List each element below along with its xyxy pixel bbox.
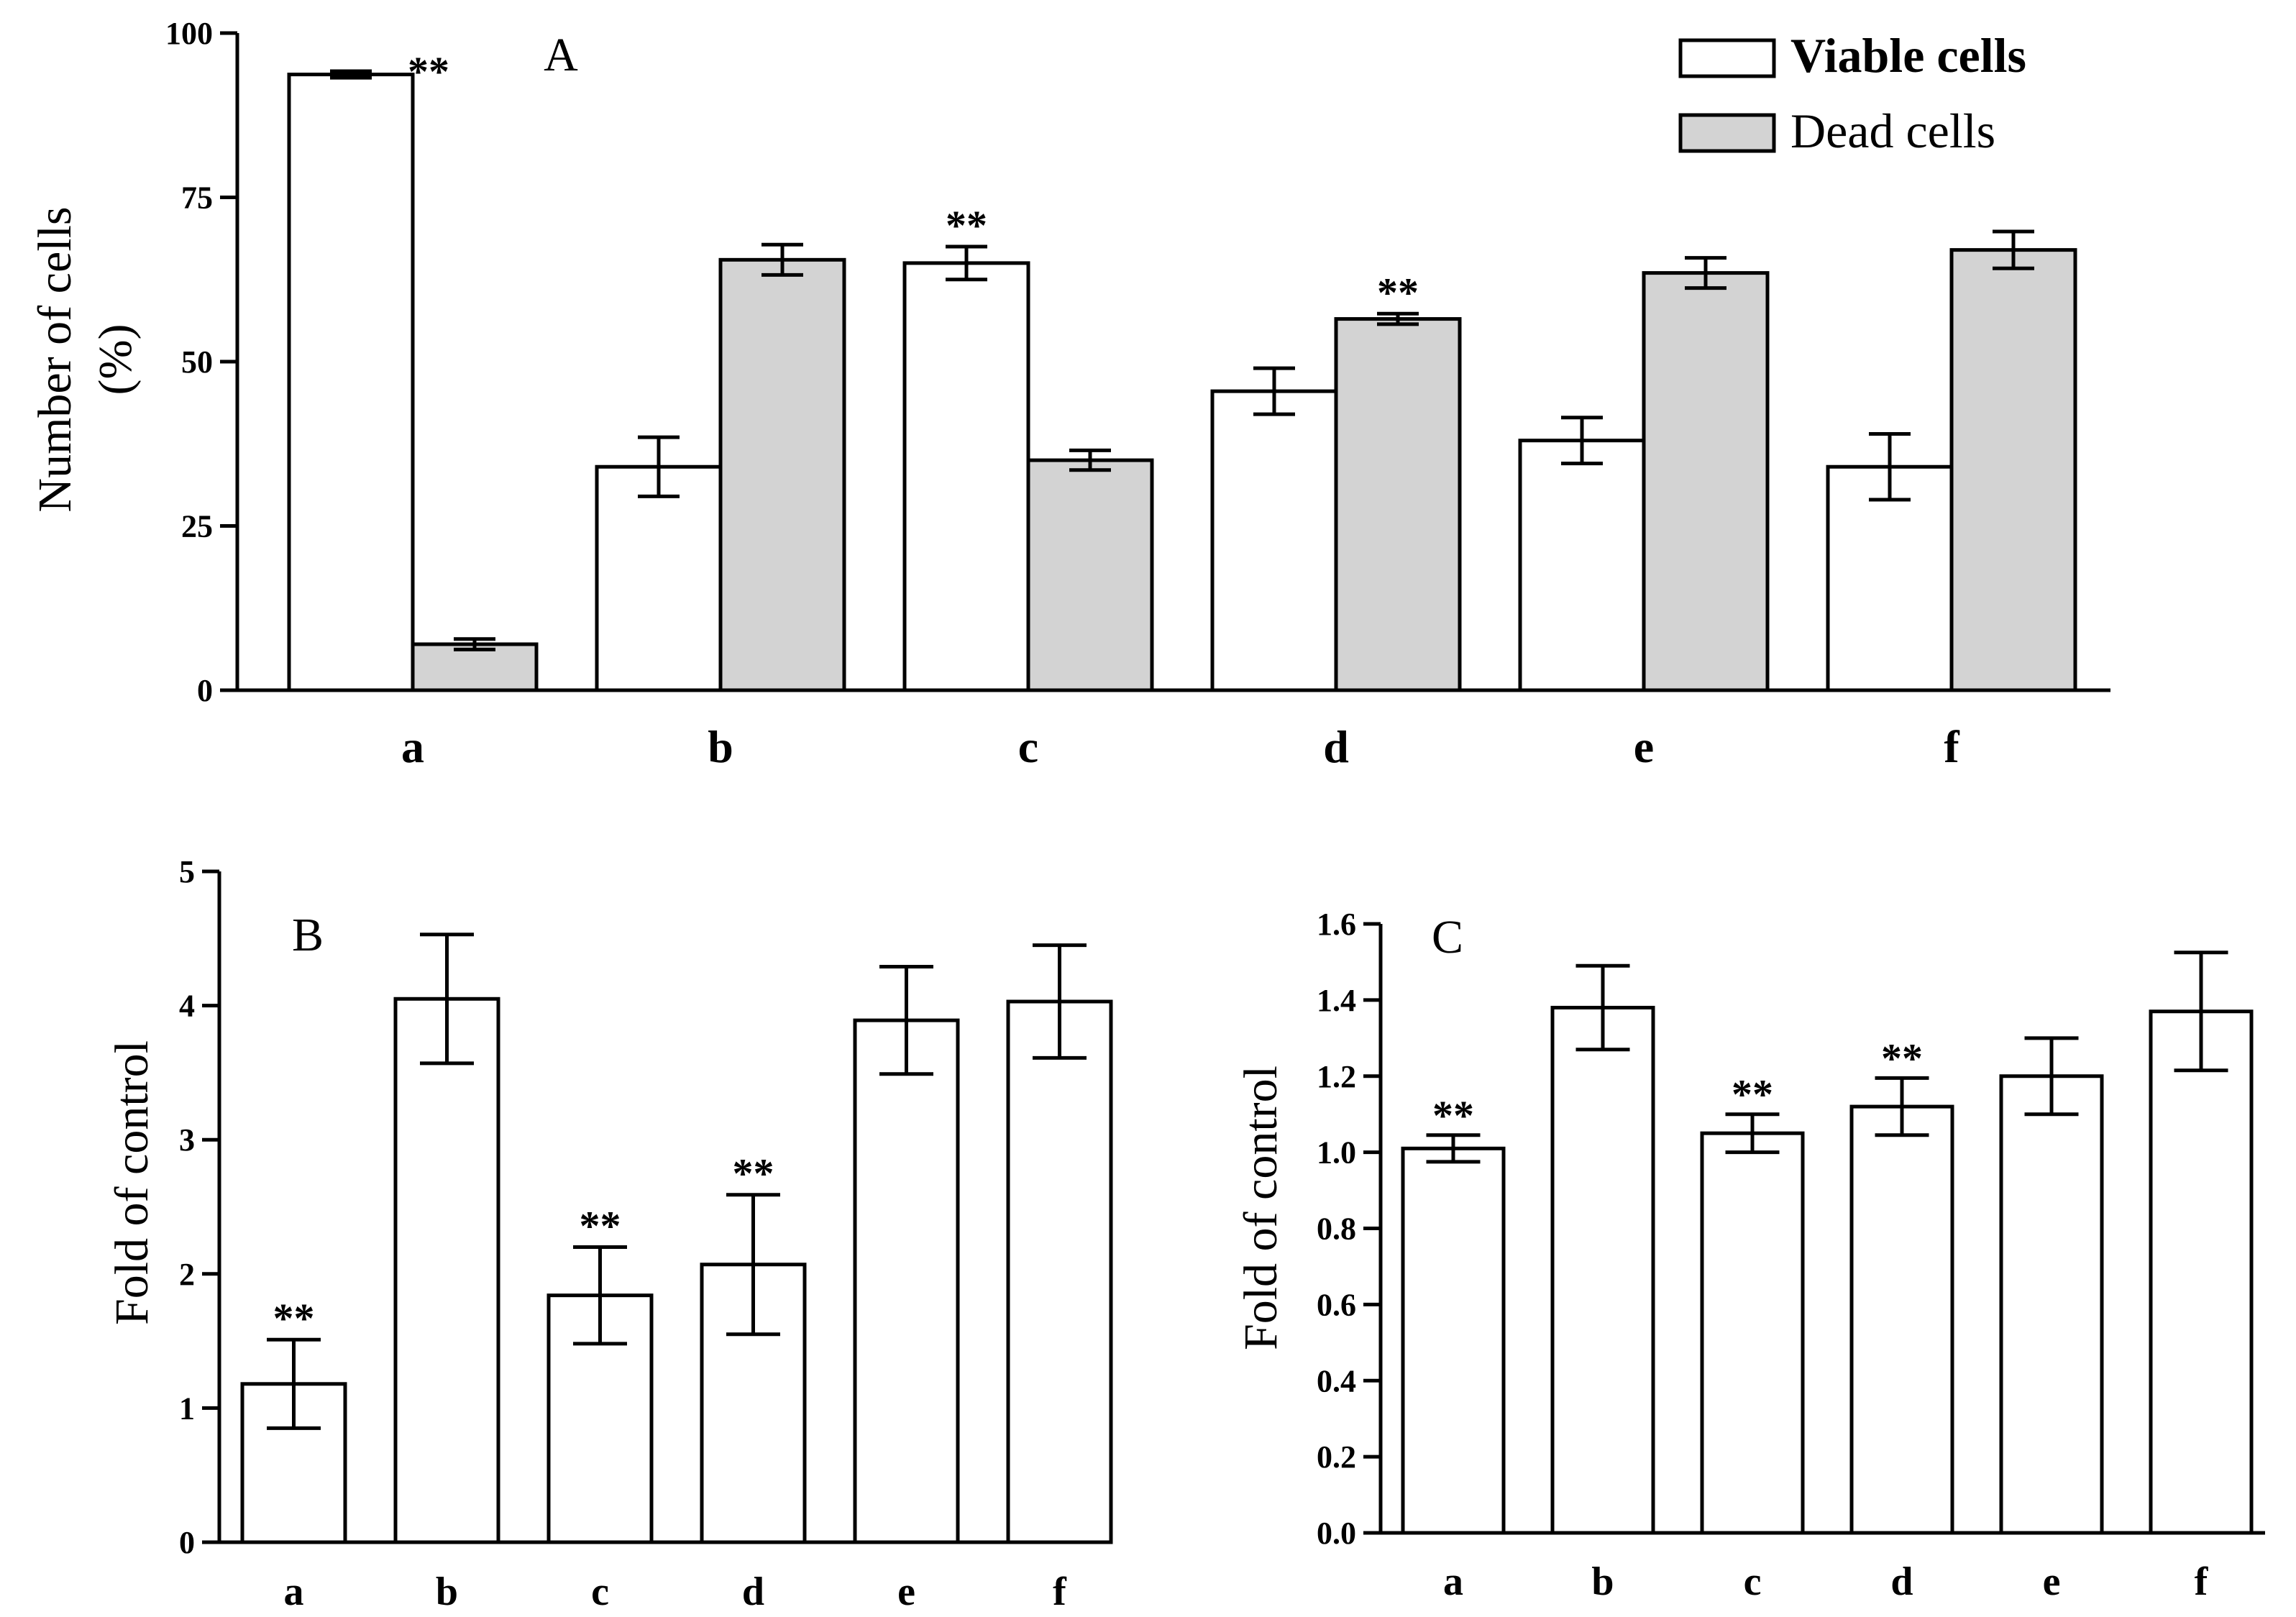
panel-c-category-label: e <box>2043 1559 2061 1604</box>
panel-c-y-tick-label: 0.4 <box>1317 1363 1356 1398</box>
legend-swatch-dead <box>1678 113 1776 153</box>
panel-a-category-label: f <box>1944 721 1959 772</box>
panel-a-bar <box>902 261 1030 692</box>
panel-a-category-label: a <box>401 721 424 772</box>
panel-a-ylabel-line2: (%) <box>89 324 142 395</box>
panel-a-y-tick-label: 100 <box>165 16 213 51</box>
panel-b-y-tick-label: 0 <box>179 1525 195 1560</box>
panel-c-bar <box>1999 1074 2104 1535</box>
panel-b-category-label: b <box>436 1570 458 1614</box>
panel-c-y-tick-label: 1.6 <box>1317 907 1356 942</box>
panel-c-significance-label: ** <box>1432 1092 1474 1139</box>
panel-a-letter: A <box>544 29 578 81</box>
panel-c-y-tick-label: 0.0 <box>1317 1516 1356 1551</box>
panel-c-bar <box>1700 1131 1805 1535</box>
panel-a-legend: Viable cells Dead cells <box>1678 28 2026 158</box>
panel-a-bar <box>1518 439 1646 692</box>
panel-b-bar <box>853 1018 960 1544</box>
panel-c-significance-label: ** <box>1732 1071 1773 1118</box>
panel-a-bar <box>1642 271 1770 692</box>
panel-a-ylabel-line1: Number of cells <box>29 206 81 512</box>
legend-swatch-viable <box>1678 38 1776 78</box>
panel-c-y-tick-label: 0.6 <box>1317 1287 1356 1322</box>
panel-b-category-label: f <box>1053 1570 1067 1614</box>
panel-b-bar <box>393 997 500 1544</box>
panel-c-ylabel: Fold of control <box>1235 1066 1287 1350</box>
panel-b-category-label: e <box>897 1570 915 1614</box>
panel-c-category-label: d <box>1890 1559 1913 1604</box>
panel-a-bar <box>1949 248 2077 692</box>
panel-b-significance-label: ** <box>733 1150 774 1197</box>
panel-a-category-label: b <box>708 721 733 772</box>
panel-b-y-tick-label: 1 <box>179 1391 195 1426</box>
legend-label-viable: Viable cells <box>1790 28 2026 83</box>
panel-a-significance-label: ** <box>1377 269 1419 316</box>
panel-a-significance-label: ** <box>946 202 987 249</box>
panel-b-y-tick-label: 2 <box>179 1257 195 1292</box>
panel-b-bar <box>1006 999 1113 1544</box>
panel-b-letter: B <box>292 909 324 961</box>
panel-c-y-tick-label: 1.0 <box>1317 1135 1356 1171</box>
panel-c-y-tick-label: 1.4 <box>1317 983 1356 1018</box>
panel-b-category-label: a <box>284 1570 304 1614</box>
panel-b-chart: B Fold of control 0 1 2 3 4 5 a b c d e f ** ** ** <box>106 854 1113 1614</box>
panel-c-y-tick-label: 0.2 <box>1317 1439 1356 1475</box>
panel-a-bar <box>595 464 723 692</box>
panel-a-bar <box>1026 458 1154 692</box>
panel-a-bar <box>718 257 846 692</box>
panel-c-y-tick-label: 0.8 <box>1317 1211 1356 1247</box>
panel-a-category-label: c <box>1018 721 1038 772</box>
panel-a-y-tick-label: 50 <box>181 344 213 380</box>
panel-c-bar <box>1849 1104 1954 1535</box>
panel-a-y-tick-label: 75 <box>181 180 213 216</box>
panel-c-chart: C Fold of control 0.0 0.2 0.4 0.6 0.8 1.0 1.2 1… <box>1235 907 2265 1604</box>
panel-c-bar <box>1401 1146 1506 1535</box>
panel-b-category-label: d <box>742 1570 764 1614</box>
panel-a-category-label: e <box>1634 721 1654 772</box>
panel-c-category-label: f <box>2195 1559 2209 1604</box>
panel-b-category-label: c <box>591 1570 609 1614</box>
panel-b-y-tick-label: 4 <box>179 989 195 1024</box>
panel-a-bar <box>1334 317 1462 692</box>
panel-c-letter: C <box>1432 911 1463 963</box>
panel-a-bar <box>287 73 415 692</box>
panel-c-category-label: c <box>1744 1559 1762 1604</box>
panel-a-significance-label: ** <box>408 48 449 95</box>
panel-b-ylabel: Fold of control <box>106 1040 158 1325</box>
panel-a-bar <box>1210 389 1338 692</box>
panel-c-bar <box>2149 1009 2254 1535</box>
panel-c-significance-label: ** <box>1881 1035 1923 1081</box>
panel-c-category-label: a <box>1443 1559 1463 1604</box>
legend-label-dead: Dead cells <box>1790 104 1995 158</box>
panel-b-significance-label: ** <box>273 1295 315 1342</box>
panel-a-y-tick-label: 0 <box>197 673 213 708</box>
panel-b-y-tick-label: 3 <box>179 1122 195 1158</box>
panel-a-chart: A Number of cells (%) Viable cells Dead … <box>29 16 2110 772</box>
panel-c-category-label: b <box>1591 1559 1614 1604</box>
panel-a-y-tick-label: 25 <box>181 509 213 544</box>
panel-b-y-tick-label: 5 <box>179 854 195 889</box>
panel-b-significance-label: ** <box>580 1202 621 1249</box>
panel-c-bar <box>1550 1005 1655 1535</box>
panel-a-category-label: d <box>1323 721 1349 772</box>
panel-c-y-tick-label: 1.2 <box>1317 1059 1356 1094</box>
